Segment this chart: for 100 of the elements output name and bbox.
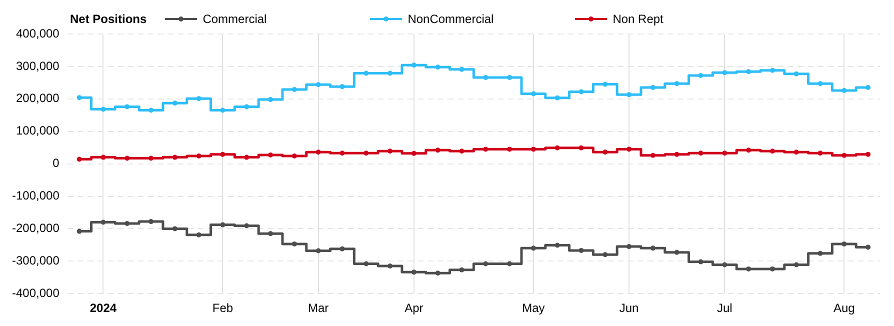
point bbox=[698, 150, 704, 156]
point bbox=[866, 244, 871, 250]
point bbox=[722, 70, 728, 76]
y-tick-label: -400,000 bbox=[12, 286, 60, 300]
point bbox=[364, 150, 369, 156]
x-tick-label: Jun bbox=[619, 301, 639, 316]
x-tick-label: 2024 bbox=[90, 301, 117, 316]
point bbox=[340, 84, 345, 90]
point bbox=[411, 62, 416, 68]
point bbox=[578, 145, 584, 150]
point bbox=[483, 74, 488, 80]
point bbox=[842, 152, 847, 158]
point bbox=[866, 85, 871, 90]
point bbox=[674, 81, 680, 86]
point bbox=[842, 88, 847, 93]
point bbox=[244, 104, 250, 110]
point bbox=[172, 154, 178, 160]
point bbox=[124, 156, 130, 161]
point bbox=[459, 66, 464, 72]
point bbox=[435, 270, 440, 276]
legend-title: Net Positions bbox=[70, 12, 147, 26]
y-tick-label: 300,000 bbox=[16, 58, 60, 73]
point bbox=[292, 241, 297, 246]
point bbox=[578, 248, 584, 253]
point bbox=[100, 220, 106, 225]
point bbox=[364, 261, 369, 266]
point bbox=[172, 226, 178, 232]
point bbox=[818, 150, 823, 156]
point bbox=[650, 152, 656, 158]
y-tick-label: -100,000 bbox=[12, 188, 60, 203]
point bbox=[507, 261, 512, 266]
point bbox=[316, 248, 321, 254]
point bbox=[602, 252, 608, 258]
y-tick-label: 0 bbox=[52, 156, 60, 170]
point bbox=[459, 148, 464, 154]
point bbox=[124, 221, 130, 226]
point bbox=[818, 81, 823, 86]
point bbox=[100, 154, 106, 160]
point bbox=[435, 64, 440, 70]
point bbox=[602, 150, 608, 155]
point bbox=[340, 150, 345, 156]
y-tick-label: 200,000 bbox=[16, 91, 60, 106]
x-tick-label: Jul bbox=[716, 301, 732, 316]
point bbox=[794, 150, 799, 155]
point bbox=[196, 232, 202, 238]
point bbox=[770, 148, 775, 154]
point bbox=[148, 219, 154, 224]
point bbox=[435, 148, 440, 153]
legend-label: Non Rept bbox=[612, 12, 664, 26]
point bbox=[722, 150, 728, 156]
x-tick-label: Feb bbox=[212, 301, 234, 316]
point bbox=[626, 244, 632, 250]
y-tick-label: -200,000 bbox=[12, 221, 60, 236]
point bbox=[483, 146, 488, 152]
point bbox=[746, 266, 752, 272]
point bbox=[698, 73, 704, 78]
point bbox=[316, 150, 321, 155]
point bbox=[794, 262, 799, 268]
x-tick-label: Apr bbox=[404, 301, 424, 316]
point bbox=[388, 148, 393, 154]
point bbox=[578, 89, 584, 94]
point bbox=[746, 69, 752, 74]
point bbox=[76, 156, 82, 162]
point bbox=[268, 231, 274, 236]
x-tick-label: Mar bbox=[308, 301, 329, 316]
point bbox=[507, 146, 512, 152]
point bbox=[674, 152, 680, 157]
point bbox=[411, 150, 416, 156]
point bbox=[650, 246, 656, 251]
point bbox=[76, 95, 82, 100]
point bbox=[220, 152, 226, 157]
point bbox=[148, 156, 154, 161]
point bbox=[674, 250, 680, 255]
point bbox=[244, 154, 250, 160]
point bbox=[316, 82, 321, 88]
point bbox=[388, 70, 393, 76]
point bbox=[148, 108, 154, 113]
legend-label: NonCommercial bbox=[408, 12, 494, 26]
point bbox=[268, 97, 274, 102]
point bbox=[530, 146, 536, 152]
point bbox=[244, 223, 250, 228]
y-tick-label: -300,000 bbox=[12, 253, 60, 268]
point bbox=[770, 68, 775, 73]
point bbox=[530, 91, 536, 96]
point bbox=[172, 100, 178, 106]
point bbox=[220, 222, 226, 228]
point bbox=[530, 246, 536, 251]
point bbox=[698, 259, 704, 264]
point bbox=[292, 154, 297, 159]
y-tick-label: 400,000 bbox=[16, 26, 60, 40]
point bbox=[292, 86, 297, 92]
point bbox=[770, 266, 775, 272]
point bbox=[554, 145, 560, 150]
point bbox=[411, 270, 416, 275]
point bbox=[722, 262, 728, 268]
y-tick-label: 100,000 bbox=[16, 124, 60, 138]
point bbox=[364, 70, 369, 76]
point bbox=[76, 228, 82, 234]
legend-label: Commercial bbox=[202, 12, 267, 26]
point bbox=[650, 85, 656, 90]
